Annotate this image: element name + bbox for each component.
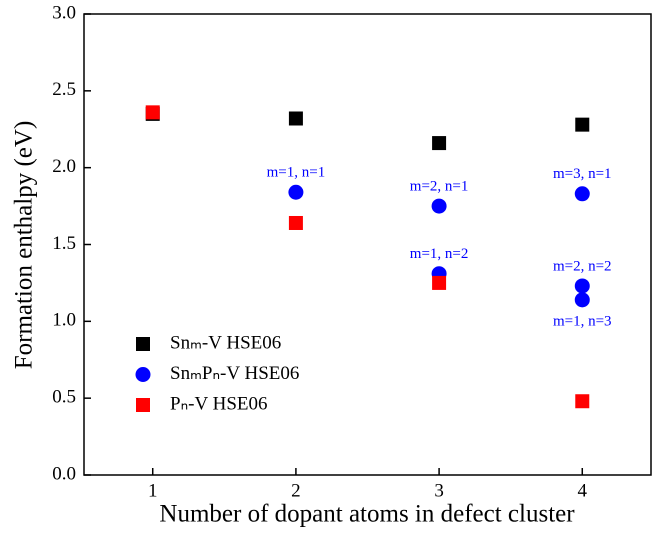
x-tick-label: 4 xyxy=(578,480,588,501)
data-point xyxy=(288,184,304,200)
data-point xyxy=(575,117,590,132)
data-point xyxy=(432,275,447,290)
x-tick-label: 3 xyxy=(434,480,444,501)
data-point xyxy=(431,198,447,214)
legend-marker xyxy=(136,398,150,412)
point-label: m=2, n=2 xyxy=(553,258,612,274)
y-tick-label: 2.0 xyxy=(52,156,76,177)
y-axis-label: Formation enthalpy (eV) xyxy=(11,121,38,370)
data-point xyxy=(288,215,303,230)
data-point xyxy=(145,105,160,120)
data-point xyxy=(574,186,590,202)
x-tick-label: 2 xyxy=(291,480,301,501)
x-tick-label: 1 xyxy=(148,480,158,501)
point-label: m=1, n=1 xyxy=(267,165,326,181)
x-axis-label: Number of dopant atoms in defect cluster xyxy=(159,501,575,528)
data-point xyxy=(575,394,590,409)
y-tick-label: 1.0 xyxy=(52,310,76,331)
data-point xyxy=(574,278,590,294)
y-tick-label: 1.5 xyxy=(52,233,76,254)
legend-label: SnₘPₙ-V HSE06 xyxy=(170,363,299,384)
point-label: m=1, n=3 xyxy=(553,313,612,329)
point-label: m=2, n=1 xyxy=(410,179,469,195)
y-tick-label: 0.5 xyxy=(52,387,76,408)
legend-label: Snₘ-V HSE06 xyxy=(170,332,281,353)
data-point xyxy=(288,111,303,126)
point-label: m=1, n=2 xyxy=(410,246,469,262)
point-label: m=3, n=1 xyxy=(553,166,612,182)
y-tick-label: 2.5 xyxy=(52,79,76,100)
data-point xyxy=(432,136,447,151)
legend-marker xyxy=(135,367,151,382)
y-tick-label: 0.0 xyxy=(52,463,76,484)
y-tick-label: 3.0 xyxy=(52,2,76,23)
legend-marker xyxy=(136,337,150,351)
data-point xyxy=(574,292,590,308)
legend-label: Pₙ-V HSE06 xyxy=(170,393,268,414)
